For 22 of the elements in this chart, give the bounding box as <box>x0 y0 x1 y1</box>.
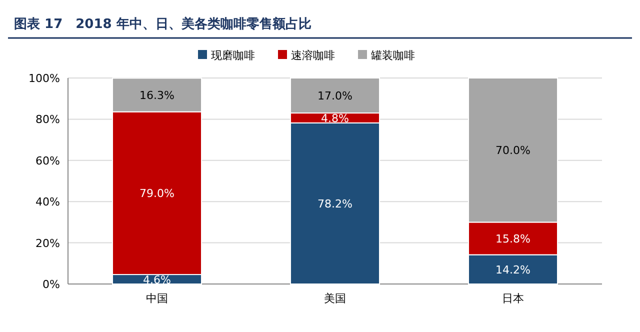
x-tick-label: 美国 <box>324 292 346 305</box>
chart-title: 图表 17 2018 年中、日、美各类咖啡零售额占比 <box>14 16 312 32</box>
x-tick-label: 中国 <box>146 292 168 305</box>
y-tick-label: 40% <box>36 196 60 209</box>
data-label: 4.6% <box>143 273 171 286</box>
data-label: 70.0% <box>496 144 530 158</box>
y-tick-label: 60% <box>36 154 60 168</box>
data-label: 78.2% <box>318 197 352 210</box>
data-label: 4.8% <box>321 112 349 125</box>
data-label: 15.8% <box>496 232 530 246</box>
legend-label: 速溶咖啡 <box>291 49 335 62</box>
y-tick-label: 100% <box>28 72 60 85</box>
data-label: 16.3% <box>140 88 174 102</box>
y-tick-label: 80% <box>36 113 60 126</box>
data-label: 14.2% <box>496 263 530 276</box>
x-tick-label: 日本 <box>502 292 524 305</box>
legend-label: 罐装咖啡 <box>371 49 415 62</box>
data-label: 17.0% <box>318 90 352 103</box>
y-tick-label: 20% <box>36 236 60 250</box>
legend-label: 现磨咖啡 <box>211 49 255 62</box>
y-tick-label: 0% <box>42 278 60 291</box>
data-label: 79.0% <box>140 187 174 200</box>
